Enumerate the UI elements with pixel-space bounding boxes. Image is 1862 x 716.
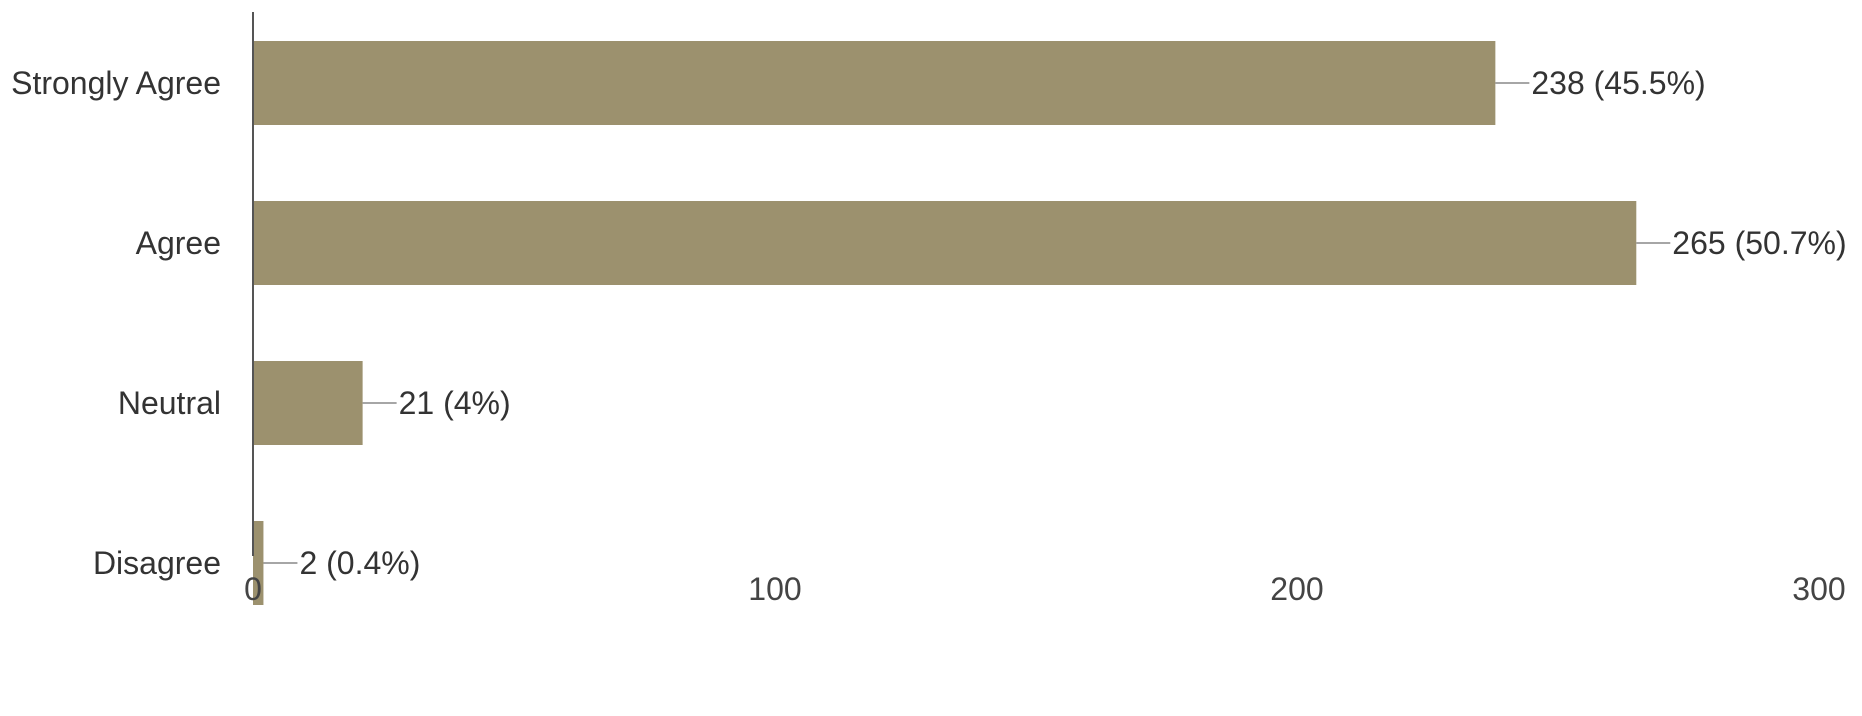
labels-layer: Strongly Agree 238 (45.5%) Agree 265 (50.7%… <box>11 65 1847 581</box>
x-tick-label: 200 <box>1270 571 1323 607</box>
category-label: Disagree <box>93 545 221 581</box>
x-tick-label: 300 <box>1792 571 1845 607</box>
category-label: Neutral <box>118 385 221 421</box>
leader-lines-layer <box>263 82 1671 564</box>
category-label: Agree <box>136 225 221 261</box>
axis-layer: 0 100 200 300 <box>244 12 1846 607</box>
bar-neutral <box>253 361 363 445</box>
bar-disagree <box>253 521 264 605</box>
category-label: Strongly Agree <box>11 65 221 101</box>
bar-strongly-agree <box>253 41 1496 125</box>
x-tick-label: 0 <box>244 571 262 607</box>
data-label: 238 (45.5%) <box>1531 65 1705 101</box>
bar-agree <box>253 201 1637 285</box>
x-tick-label: 100 <box>748 571 801 607</box>
data-label: 21 (4%) <box>399 385 511 421</box>
data-label: 265 (50.7%) <box>1672 225 1846 261</box>
bars-layer <box>253 41 1637 605</box>
data-label: 2 (0.4%) <box>299 545 420 581</box>
